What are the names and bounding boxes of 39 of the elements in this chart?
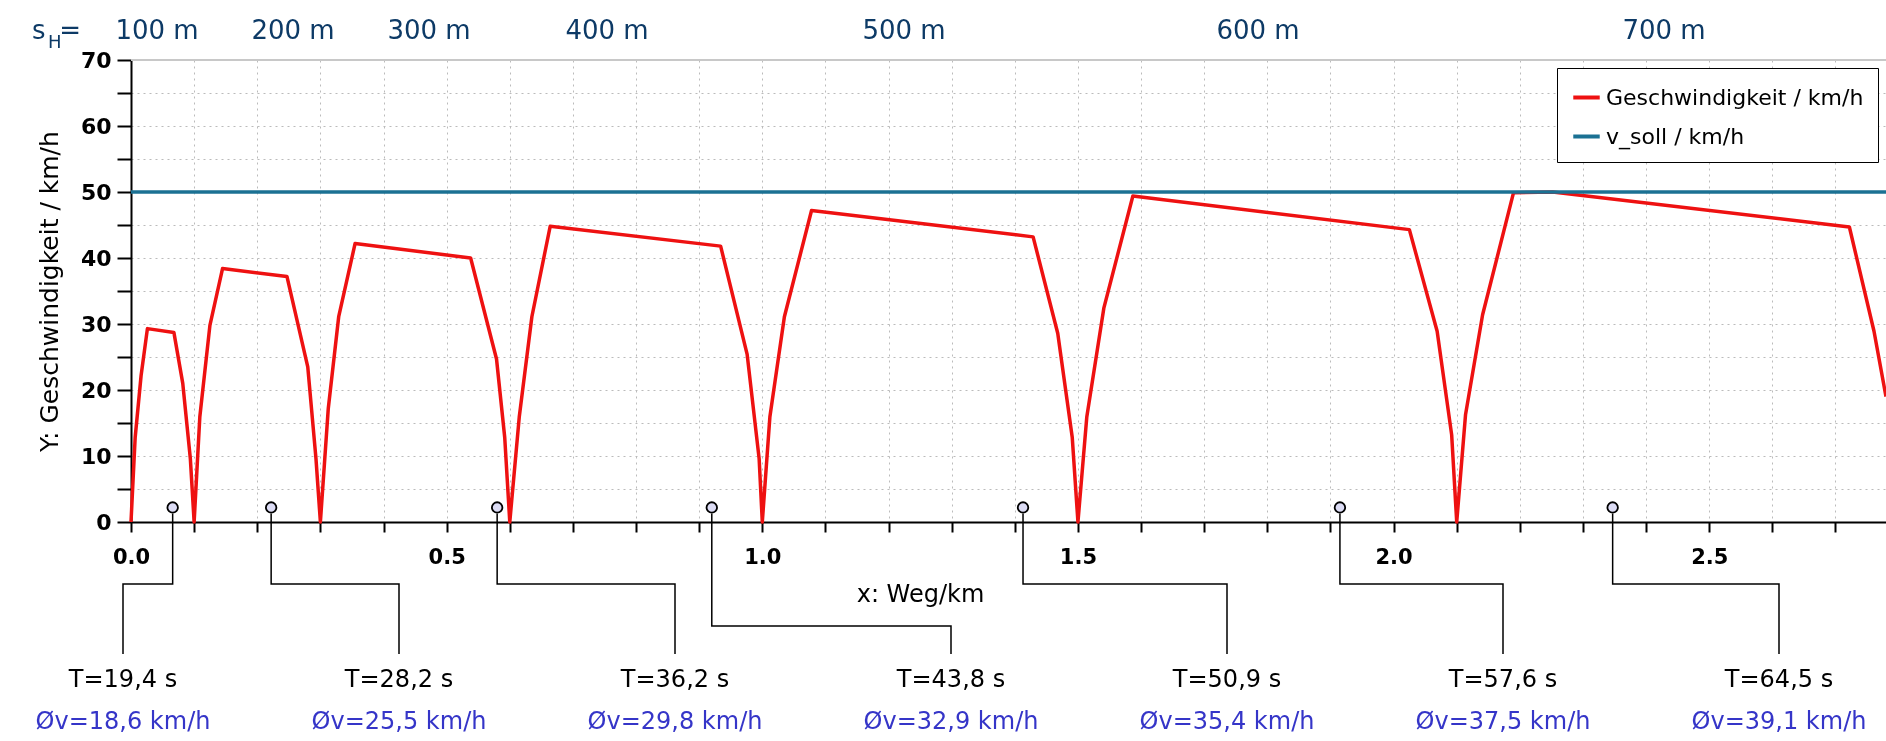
x-tick-label: 1.0 [744, 544, 782, 569]
text: 700 m [1622, 15, 1706, 45]
text: 200 m [251, 15, 335, 45]
text: Øv=39,1 km/h [1691, 707, 1867, 735]
legend-label: v_soll / km/h [1606, 123, 1745, 150]
text: 100 m [115, 15, 199, 45]
y-tick-label: 20 [80, 377, 112, 403]
text: Øv=35,4 km/h [1139, 707, 1315, 735]
y-tick-label: 40 [80, 245, 112, 271]
y-axis-title: Y: Geschwindigkeit / km/h [34, 131, 64, 453]
text: Øv=18,6 km/h [35, 707, 211, 735]
y-tick-label: 30 [80, 311, 112, 337]
y-tick-label: 0 [96, 509, 112, 535]
y-tick-label: 60 [80, 113, 112, 139]
text: Øv=32,9 km/h [863, 707, 1039, 735]
text: 300 m [387, 15, 471, 45]
y-tick-label: 10 [80, 443, 112, 469]
x-tick-label: 2.5 [1691, 544, 1729, 569]
y-tick-label: 70 [80, 47, 112, 73]
legend-label: Geschwindigkeit / km/h [1606, 84, 1864, 110]
text: Øv=37,5 km/h [1415, 707, 1591, 735]
x-tick-label: 0.0 [112, 544, 151, 569]
x-tick-label: 1.5 [1059, 544, 1098, 569]
annotation: T=57,6 s [1447, 665, 1558, 693]
annotation: T=50,9 s [1171, 665, 1282, 693]
annotation: T=43,8 s [895, 665, 1006, 693]
text: 600 m [1216, 15, 1300, 45]
text: Øv=25,5 km/h [311, 707, 487, 735]
text: 500 m [862, 15, 946, 45]
annotation: T=64,5 s [1723, 665, 1834, 693]
annotation: T=19,4 s [67, 665, 178, 693]
x-tick-label: 0.5 [428, 544, 466, 569]
annotation: T=36,2 s [619, 665, 730, 693]
x-tick-label: 2.0 [1375, 544, 1413, 569]
annotation: T=28,2 s [343, 665, 454, 693]
x-axis-title: x: Weg/km [856, 579, 985, 608]
text: Øv=29,8 km/h [587, 707, 763, 735]
text: 400 m [565, 15, 649, 45]
y-tick-label: 50 [80, 179, 112, 205]
